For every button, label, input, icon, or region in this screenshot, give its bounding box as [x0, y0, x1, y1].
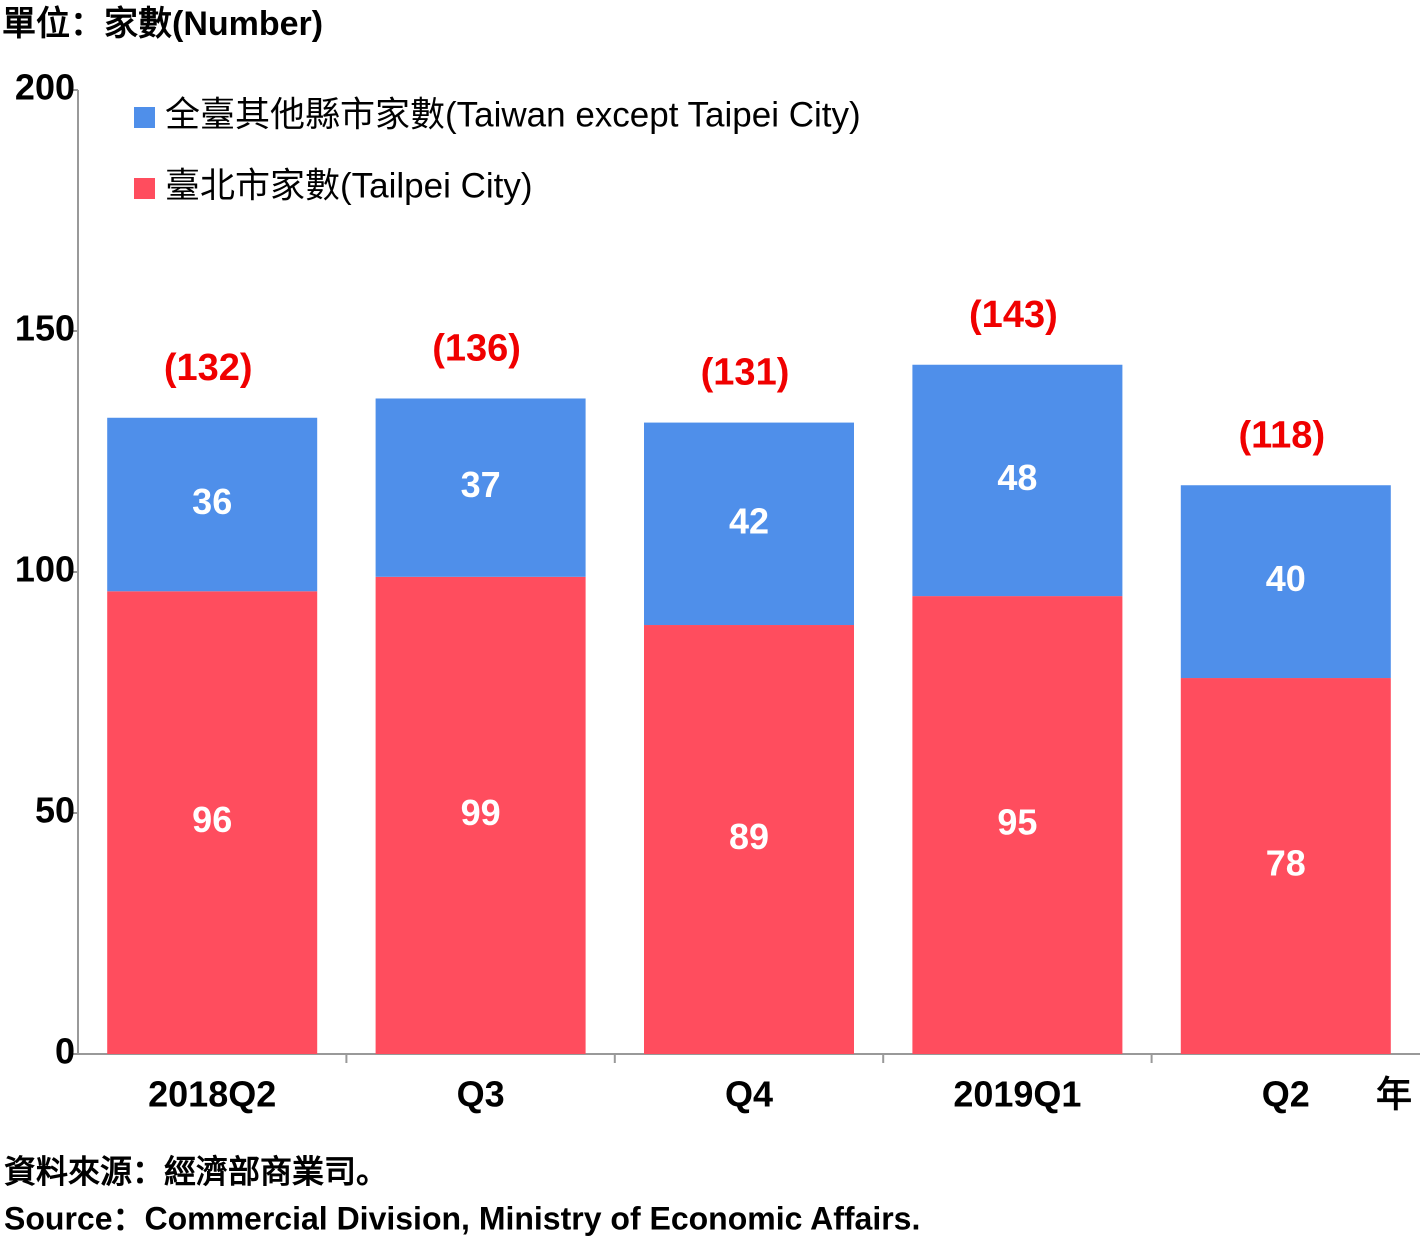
- data-label: 48: [997, 457, 1037, 498]
- bar-segment: [1180, 485, 1391, 679]
- source: Source：Commercial Division, Ministry of …: [4, 1200, 920, 1236]
- legend-swatch: [134, 107, 155, 128]
- x-tick-label: Q3: [457, 1074, 505, 1115]
- x-unit: 年: [1376, 1074, 1412, 1115]
- y-tick-label: 50: [35, 790, 75, 831]
- data-label: 89: [729, 816, 769, 857]
- legend-label: 臺北市家數(Tailpei City): [165, 166, 533, 205]
- data-label: 95: [997, 802, 1037, 843]
- unit-label: 單位：家數(Number): [2, 5, 323, 43]
- total-label: (143): [969, 294, 1058, 336]
- x-tick-label: Q4: [725, 1074, 773, 1115]
- data-label: 78: [1266, 843, 1306, 884]
- total-label: (118): [1238, 414, 1325, 456]
- total-label: (136): [432, 328, 521, 370]
- y-tick-label: 200: [15, 67, 75, 108]
- data-label: 37: [461, 464, 501, 505]
- y-tick-label: 150: [15, 308, 75, 349]
- x-tick-label: 2018Q2: [148, 1074, 276, 1115]
- source: 資料來源：經濟部商業司。: [4, 1153, 388, 1189]
- legend-label: 全臺其他縣市家數(Taiwan except Taipei City): [165, 95, 861, 134]
- data-label: 42: [729, 500, 769, 541]
- bar-segment: [912, 596, 1123, 1054]
- total-label: (131): [701, 352, 790, 394]
- data-label: 99: [461, 792, 501, 833]
- bar-segment: [375, 398, 586, 577]
- bar-segment: [107, 417, 318, 592]
- bar-segment: [375, 576, 586, 1054]
- total-label: (132): [164, 347, 253, 389]
- data-label: 36: [192, 481, 232, 522]
- bar-segment: [912, 364, 1123, 597]
- x-tick-label: Q2: [1262, 1074, 1310, 1115]
- y-tick-label: 100: [15, 549, 75, 590]
- bar-segment: [107, 591, 318, 1054]
- bar-segment: [644, 422, 854, 626]
- bar-segment: [644, 625, 854, 1054]
- y-tick-label: 0: [55, 1031, 75, 1072]
- legend-swatch: [134, 178, 155, 199]
- x-tick-label: 2019Q1: [953, 1074, 1081, 1115]
- data-label: 96: [192, 799, 232, 840]
- bar-segment: [1180, 678, 1391, 1054]
- data-label: 40: [1266, 558, 1306, 599]
